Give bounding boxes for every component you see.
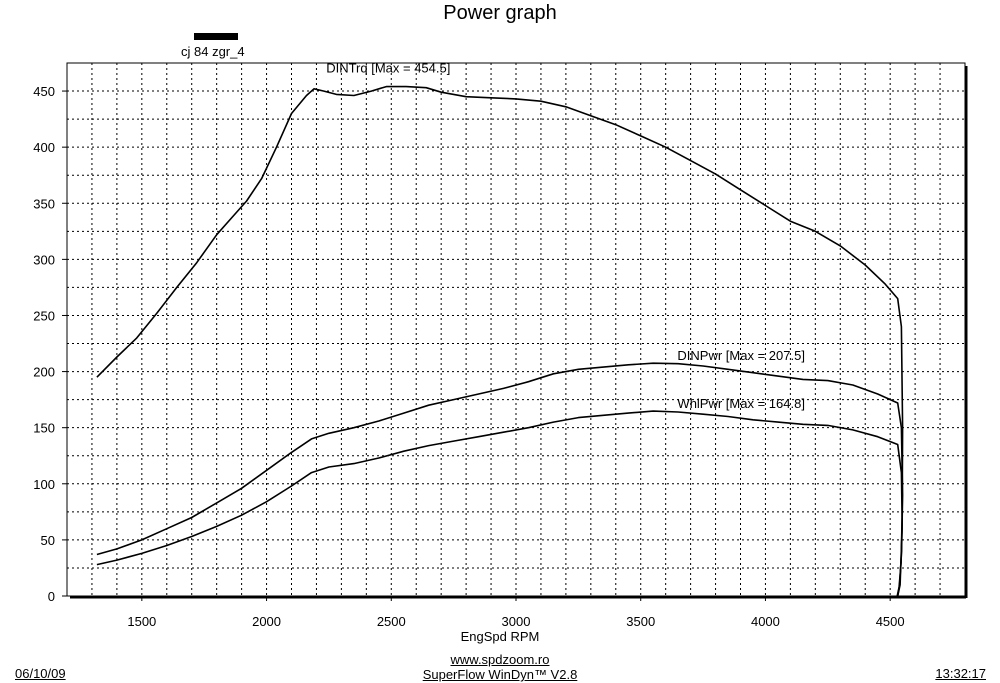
chart-title: Power graph [443,2,557,24]
x-tick-label: 1500 [127,614,156,629]
x-tick-label: 4000 [751,614,780,629]
footer-date: 06/10/09 [15,666,66,681]
chart-ticks: 0 50 100 150 200 250 300 350 400 450 1500 2000 2500 3… [33,84,904,629]
x-axis-label: EngSpd RPM [460,629,540,644]
chart-series [96,85,904,597]
x-tick-label: 2500 [377,614,406,629]
y-tick-label: 200 [33,365,55,380]
series-annotation-whlpwr: WhlPwr [Max = 164.8] [677,396,805,411]
y-tick-label: 0 [48,589,55,604]
series-line-dintrq [96,85,904,597]
footer-url[interactable]: www.spdzoom.ro [450,652,550,667]
x-tick-label: 3500 [626,614,655,629]
y-tick-label: 450 [33,84,55,99]
series-line-whlpwr [96,410,903,597]
y-tick-label: 400 [33,140,55,155]
legend-swatch [194,33,238,40]
y-tick-label: 100 [33,477,55,492]
series-annotation-dinpwr: DINPwr [Max = 207.5] [677,348,805,363]
footer-time: 13:32:17 [935,666,986,681]
y-tick-label: 350 [33,196,55,211]
y-tick-label: 150 [33,421,55,436]
chart-grid [67,63,965,596]
series-line-dinpwr [96,362,904,597]
y-tick-label: 250 [33,308,55,323]
x-tick-label: 2000 [252,614,281,629]
y-tick-label: 300 [33,252,55,267]
footer-software: SuperFlow WinDyn™ V2.8 [422,667,578,682]
y-tick-label: 50 [41,533,55,548]
chart-annotations: DINTrq [Max = 454.5] DINPwr [Max = 207.5]… [326,61,805,412]
x-tick-label: 4500 [876,614,905,629]
x-tick-label: 3000 [502,614,531,629]
legend-label: cj 84 zgr_4 [181,44,245,59]
series-annotation-dintrq: DINTrq [Max = 454.5] [326,61,450,76]
